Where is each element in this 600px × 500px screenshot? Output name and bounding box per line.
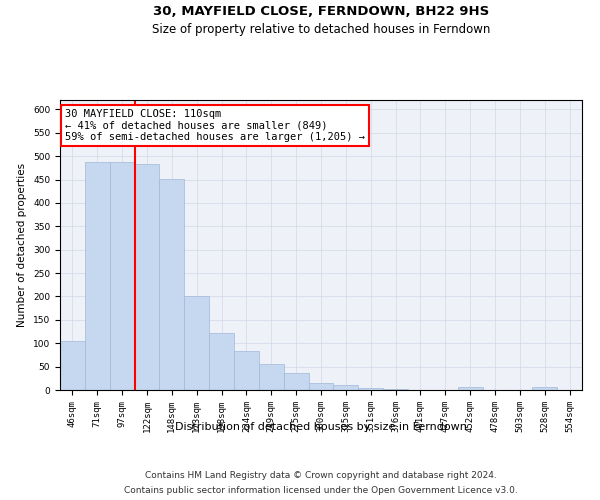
Text: 30, MAYFIELD CLOSE, FERNDOWN, BH22 9HS: 30, MAYFIELD CLOSE, FERNDOWN, BH22 9HS (153, 5, 489, 18)
Bar (308, 383, 334, 390)
Bar (85, 162, 110, 390)
Text: 30 MAYFIELD CLOSE: 110sqm
← 41% of detached houses are smaller (849)
59% of semi: 30 MAYFIELD CLOSE: 110sqm ← 41% of detac… (65, 108, 365, 142)
Bar (184, 296, 209, 390)
Bar (334, 386, 358, 390)
Bar (259, 364, 284, 390)
Bar (458, 386, 482, 390)
Text: Size of property relative to detached houses in Ferndown: Size of property relative to detached ho… (152, 22, 490, 36)
Bar (110, 162, 134, 390)
Bar (532, 386, 557, 390)
Bar (383, 389, 408, 390)
Text: Contains HM Land Registry data © Crown copyright and database right 2024.: Contains HM Land Registry data © Crown c… (145, 471, 497, 480)
Bar (134, 164, 160, 390)
Bar (60, 341, 85, 390)
Bar (209, 333, 234, 390)
Text: Contains public sector information licensed under the Open Government Licence v3: Contains public sector information licen… (124, 486, 518, 495)
Bar (358, 388, 383, 390)
Bar (284, 372, 308, 390)
Bar (234, 351, 259, 390)
Text: Distribution of detached houses by size in Ferndown: Distribution of detached houses by size … (175, 422, 467, 432)
Y-axis label: Number of detached properties: Number of detached properties (17, 163, 28, 327)
Bar (160, 178, 184, 390)
